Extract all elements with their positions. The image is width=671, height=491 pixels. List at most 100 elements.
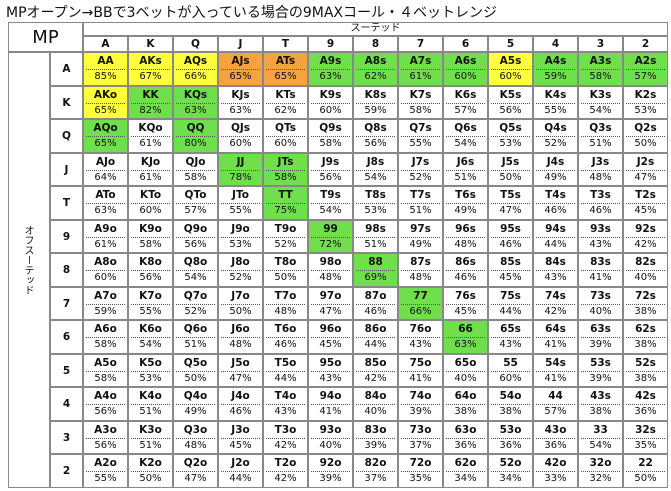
column-label: A [83, 36, 128, 52]
separator [311, 471, 350, 472]
hand: 75s [500, 289, 521, 302]
percent: 38% [589, 406, 612, 417]
percent: 48% [184, 439, 207, 451]
hand: A6o [94, 323, 117, 335]
cell [578, 119, 623, 153]
separator [356, 169, 395, 171]
hand: T3o [274, 423, 297, 436]
separator [311, 136, 350, 137]
hand: J9s [321, 155, 340, 168]
percent: 39% [364, 439, 387, 451]
percent: 47% [319, 305, 342, 317]
percent: 60% [274, 138, 297, 149]
column-label: J [218, 36, 263, 52]
percent: 63% [319, 71, 342, 82]
separator [266, 236, 305, 238]
cell [353, 52, 398, 86]
hand: K2s [634, 88, 657, 101]
cell [623, 420, 668, 454]
separator [221, 303, 260, 305]
cell [173, 253, 218, 287]
percent: 53% [364, 205, 387, 216]
cell [128, 253, 173, 287]
percent: 48% [229, 339, 252, 350]
cell [533, 353, 578, 387]
hand: AJo [95, 155, 116, 168]
hand: 73s [590, 289, 611, 302]
cell [218, 353, 263, 387]
hand: 96s [455, 222, 476, 235]
separator [311, 169, 350, 171]
hand: 62s [635, 323, 656, 335]
separator [266, 203, 305, 204]
separator [131, 337, 170, 338]
percent: 53% [499, 138, 522, 149]
row-label: K [50, 85, 83, 119]
separator [176, 337, 215, 338]
row-label: 2 [50, 454, 83, 488]
cell [173, 420, 218, 454]
hand: K7s [409, 88, 432, 101]
hand: Q7o [183, 289, 208, 302]
separator [131, 370, 170, 372]
separator [356, 270, 395, 271]
percent: 43% [319, 372, 342, 384]
cell [218, 253, 263, 287]
separator [176, 136, 215, 137]
separator [176, 169, 215, 171]
cell [623, 253, 668, 287]
hand: Q3s [589, 122, 612, 134]
hand: J8s [366, 155, 385, 168]
cell [533, 219, 578, 253]
percent: 47% [229, 372, 252, 384]
percent: 37% [364, 473, 387, 484]
separator [491, 303, 530, 305]
hand: J3s [591, 155, 610, 168]
hand: J2s [636, 155, 655, 168]
percent: 35% [634, 439, 657, 451]
separator [581, 437, 620, 439]
percent: 56% [499, 104, 522, 116]
separator [491, 203, 530, 204]
percent: 46% [589, 205, 612, 216]
hand: 72o [409, 457, 432, 469]
hand: AQs [183, 55, 208, 67]
cell [398, 320, 443, 354]
percent: 47% [634, 171, 657, 183]
hand: A2s [634, 55, 657, 67]
percent: 52% [409, 171, 432, 183]
hand: J5s [501, 155, 520, 168]
hand: 86o [364, 323, 387, 335]
percent: 54% [364, 171, 387, 183]
hand: 93o [319, 423, 342, 436]
hand: A5o [94, 356, 117, 369]
separator [401, 69, 440, 70]
separator [176, 69, 215, 70]
cell [83, 454, 128, 488]
hand: J2o [231, 457, 250, 469]
separator [401, 303, 440, 305]
separator [266, 136, 305, 137]
separator [491, 236, 530, 238]
hand: Q4o [183, 390, 208, 402]
separator [266, 102, 305, 104]
hand: 87s [410, 256, 431, 268]
cell [218, 52, 263, 86]
cell [533, 454, 578, 488]
hand: 84s [545, 256, 566, 268]
percent: 46% [499, 238, 522, 250]
cell [218, 219, 263, 253]
percent: 50% [634, 138, 657, 149]
hand: T4s [545, 189, 566, 201]
hand: 93s [590, 222, 611, 235]
separator [626, 437, 665, 439]
cell [533, 420, 578, 454]
percent: 62% [364, 71, 387, 82]
separator [86, 471, 125, 472]
separator [176, 471, 215, 472]
percent: 66% [184, 71, 207, 82]
separator [131, 102, 170, 104]
separator [131, 303, 170, 305]
cell [308, 286, 353, 320]
separator [311, 404, 350, 405]
